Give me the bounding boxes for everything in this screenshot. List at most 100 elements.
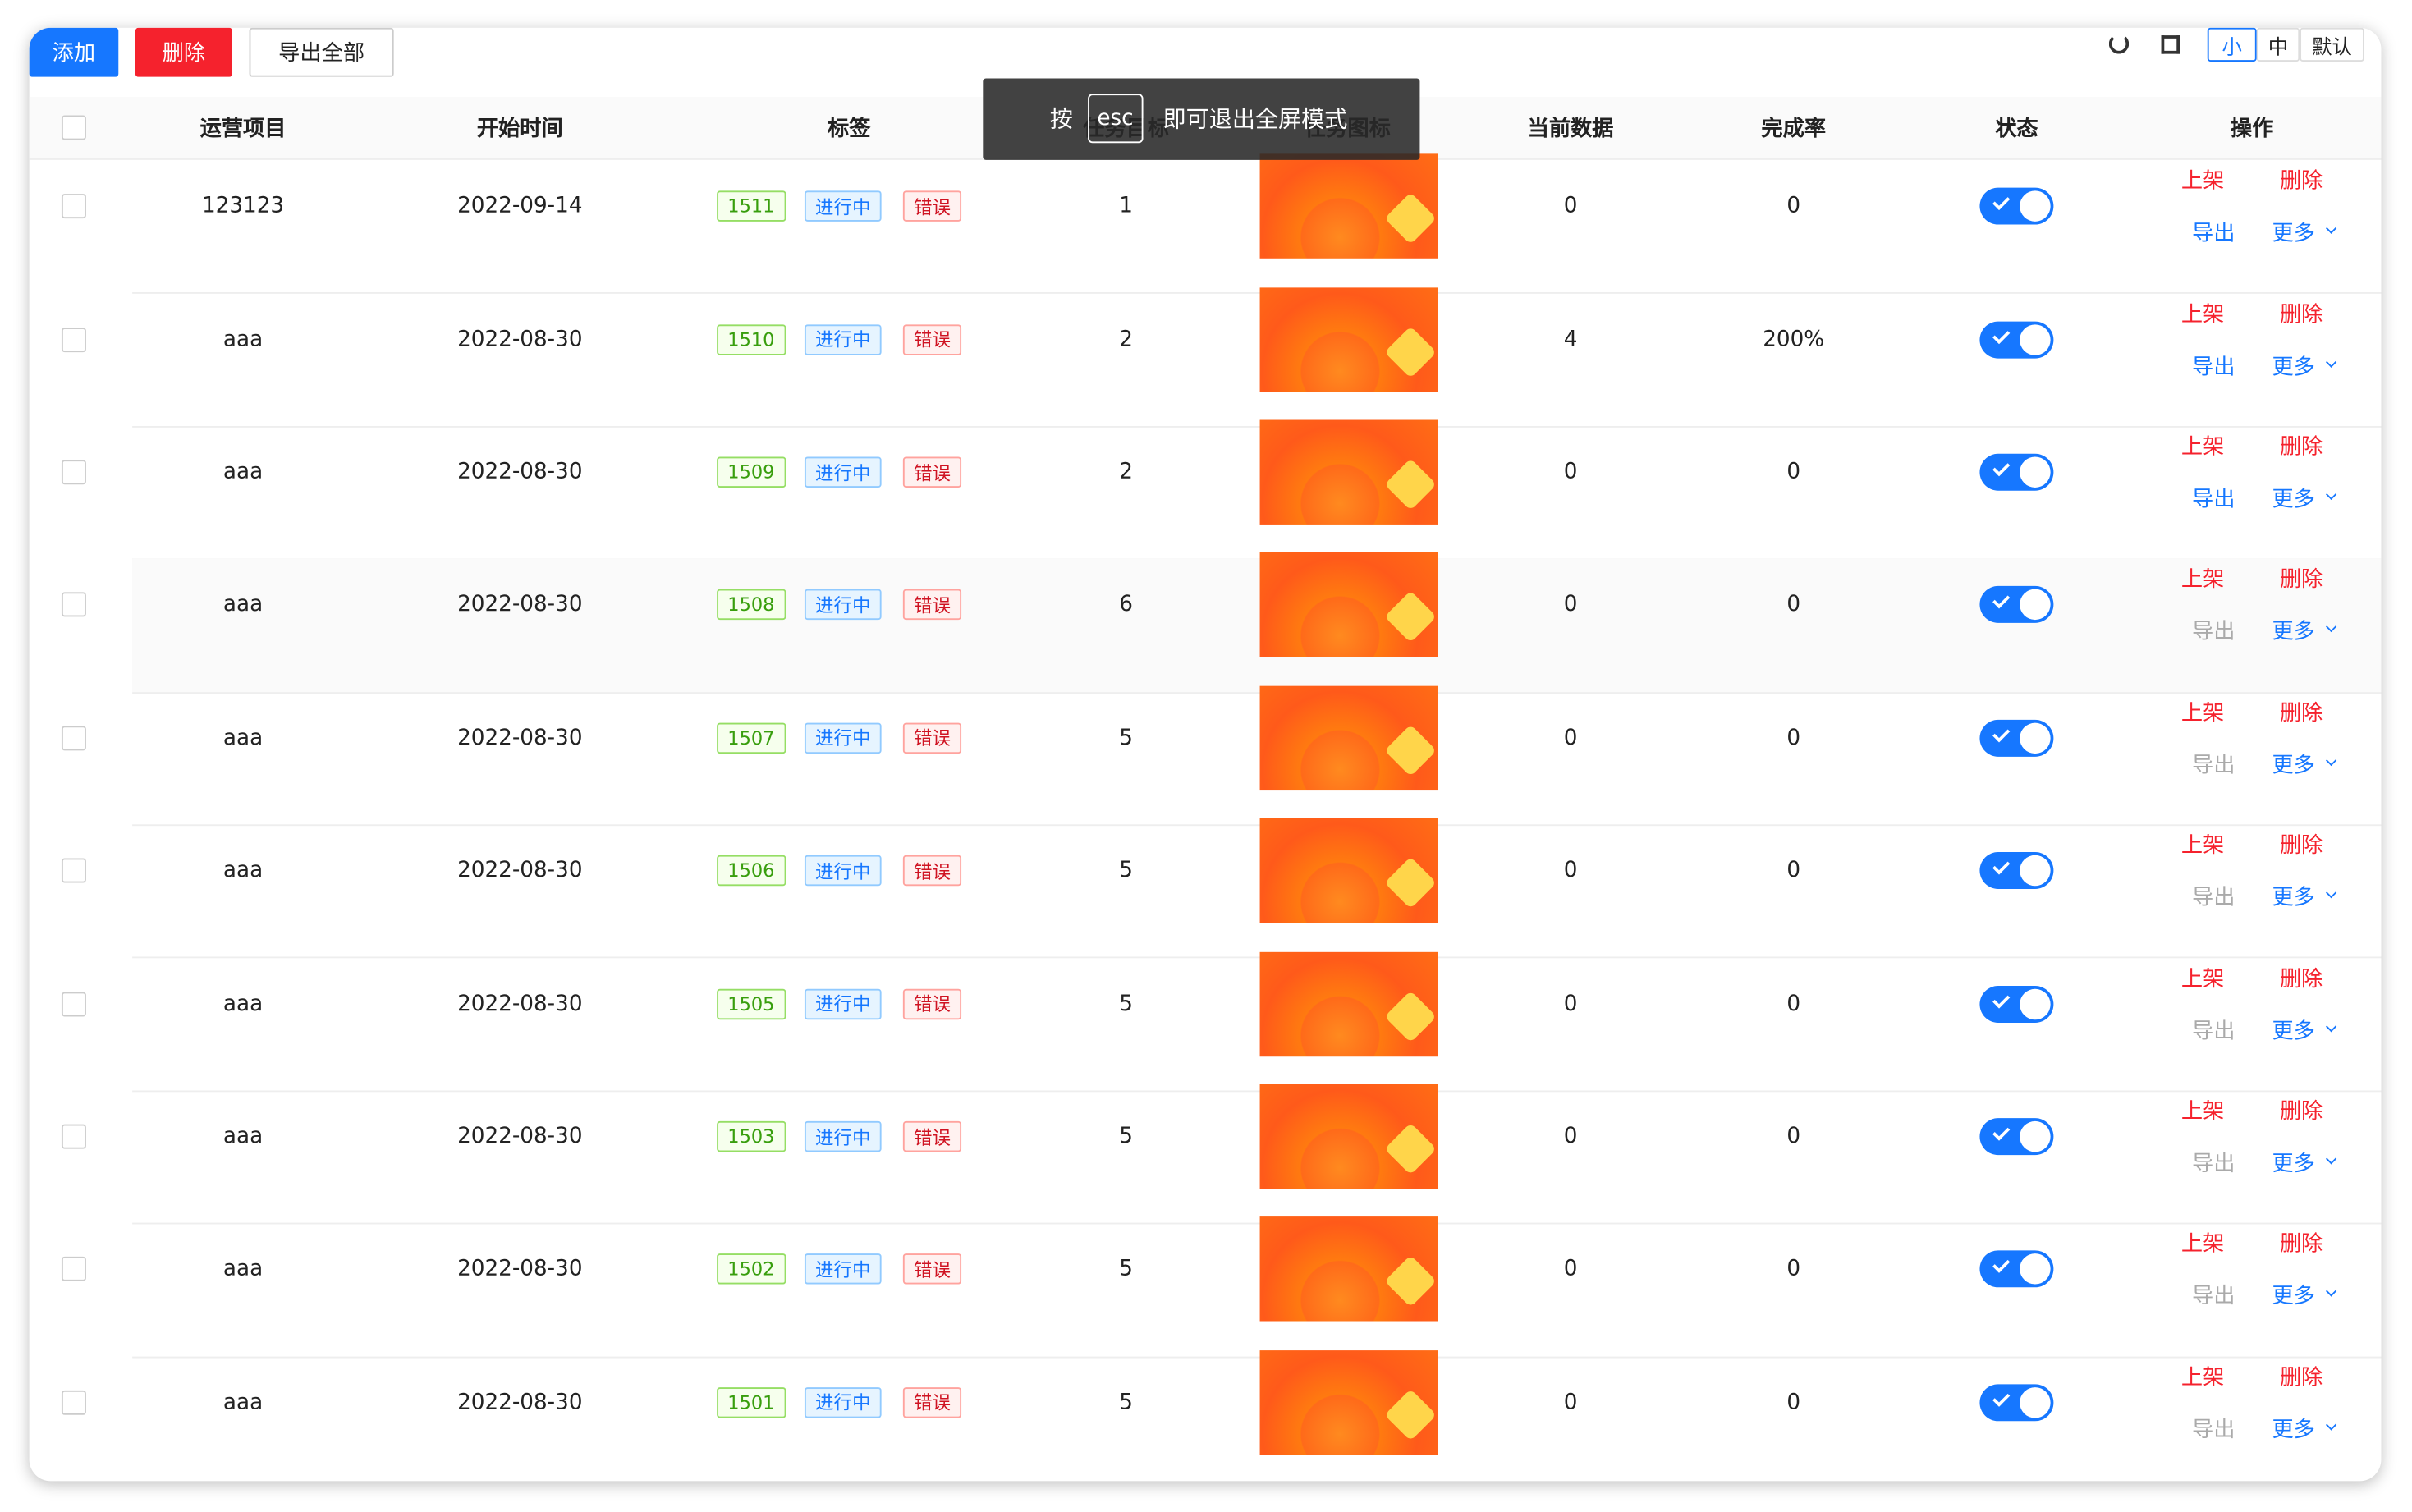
action-link[interactable]: 导出 (2192, 355, 2235, 380)
action-link[interactable]: 更多 (2272, 222, 2315, 247)
action-link[interactable]: 上架 (2180, 966, 2225, 992)
switch-knob (2020, 855, 2051, 887)
task-image (1259, 286, 1438, 392)
action-link[interactable]: 更多 (2272, 355, 2315, 380)
action-link[interactable]: 删除 (2279, 302, 2323, 328)
more-chevron (2325, 1153, 2337, 1165)
table-card: 添加删除导出全部小中默认运营项目开始时间标签任务目标任务图标当前数据完成率状态操… (29, 27, 2382, 1482)
status-switch[interactable] (1979, 719, 2054, 757)
action-link[interactable]: 上架 (2180, 1232, 2225, 1258)
action-link[interactable]: 更多 (2272, 886, 2315, 911)
switch-knob (2020, 988, 2051, 1019)
more-chevron (2325, 887, 2337, 899)
fullscreen-icon[interactable] (2161, 35, 2180, 54)
action-link[interactable]: 删除 (2279, 1365, 2323, 1391)
action-link[interactable]: 更多 (2272, 1152, 2315, 1177)
current-cell: 0 (1563, 593, 1578, 618)
status-switch[interactable] (1979, 453, 2054, 491)
action-link[interactable]: 上架 (2180, 435, 2225, 460)
row-checkbox[interactable] (61, 1390, 86, 1415)
tag: 进行中 (804, 722, 882, 754)
action-link[interactable]: 删除 (2279, 833, 2323, 859)
rate-cell: 0 (1786, 194, 1801, 219)
image-tag-icon (1384, 1122, 1437, 1175)
status-switch[interactable] (1979, 320, 2054, 358)
row-divider (132, 1090, 2382, 1092)
action-link[interactable]: 上架 (2180, 833, 2225, 859)
header-checkbox[interactable] (61, 115, 86, 140)
switch-knob (2020, 456, 2051, 488)
action-link[interactable]: 删除 (2279, 966, 2323, 992)
row-checkbox[interactable] (61, 194, 86, 219)
row-checkbox[interactable] (61, 327, 86, 352)
size-option[interactable]: 中 (2256, 27, 2300, 62)
project-cell: aaa (222, 1257, 264, 1282)
status-switch[interactable] (1979, 586, 2054, 624)
status-switch[interactable] (1979, 1118, 2054, 1156)
target-cell: 2 (1119, 460, 1133, 485)
action-link[interactable]: 上架 (2180, 1099, 2225, 1125)
status-switch[interactable] (1979, 985, 2054, 1023)
action-link[interactable]: 更多 (2272, 753, 2315, 778)
action-link[interactable]: 删除 (2279, 1232, 2323, 1258)
current-cell: 0 (1563, 991, 1578, 1016)
action-link[interactable]: 上架 (2180, 302, 2225, 328)
action-link[interactable]: 更多 (2272, 1019, 2315, 1044)
rate-cell: 0 (1786, 726, 1801, 750)
row-checkbox[interactable] (61, 1124, 86, 1149)
rate-cell: 0 (1786, 1257, 1801, 1282)
tag: 进行中 (804, 323, 882, 355)
status-switch[interactable] (1979, 187, 2054, 225)
row-divider (132, 425, 2382, 428)
more-chevron (2325, 488, 2337, 501)
status-switch[interactable] (1979, 1251, 2054, 1289)
date-cell: 2022-08-30 (457, 460, 583, 485)
delete-button[interactable]: 删除 (135, 27, 232, 77)
row-checkbox[interactable] (61, 991, 86, 1016)
action-link[interactable]: 导出 (2192, 222, 2235, 247)
image-tag-icon (1384, 857, 1437, 909)
action-link[interactable]: 删除 (2279, 1099, 2323, 1125)
row-divider (132, 691, 2382, 694)
switch-knob (2020, 589, 2051, 621)
action-link[interactable]: 上架 (2180, 1365, 2225, 1391)
action-link[interactable]: 删除 (2279, 568, 2323, 593)
row-checkbox[interactable] (61, 593, 86, 618)
status-switch[interactable] (1979, 852, 2054, 890)
tag: 进行中 (804, 456, 882, 488)
export-all-button[interactable]: 导出全部 (249, 27, 394, 77)
action-link[interactable]: 更多 (2272, 487, 2315, 512)
row-checkbox[interactable] (61, 726, 86, 750)
action-link[interactable]: 更多 (2272, 1418, 2315, 1443)
refresh-icon[interactable] (2108, 34, 2130, 54)
row-checkbox[interactable] (61, 858, 86, 883)
target-cell: 2 (1119, 327, 1133, 352)
current-cell: 0 (1563, 1124, 1578, 1149)
row-checkbox[interactable] (61, 1257, 86, 1282)
action-link[interactable]: 更多 (2272, 1285, 2315, 1310)
action-link[interactable]: 删除 (2279, 701, 2323, 726)
row-checkbox[interactable] (61, 460, 86, 485)
task-image (1259, 818, 1438, 923)
action-link[interactable]: 上架 (2180, 568, 2225, 593)
size-option[interactable]: 小 (2207, 27, 2257, 62)
current-cell: 0 (1563, 194, 1578, 219)
action-link: 导出 (2192, 1019, 2235, 1044)
add-button[interactable]: 添加 (29, 27, 119, 77)
tag: 进行中 (804, 589, 882, 621)
action-link[interactable]: 删除 (2279, 169, 2323, 195)
switch-check (1992, 724, 2011, 742)
status-switch[interactable] (1979, 1383, 2054, 1421)
action-link[interactable]: 导出 (2192, 487, 2235, 512)
size-option[interactable]: 默认 (2300, 27, 2364, 62)
task-image (1259, 1216, 1438, 1322)
target-cell: 6 (1119, 593, 1133, 618)
action-link[interactable]: 上架 (2180, 169, 2225, 195)
tag: 错误 (902, 323, 962, 355)
action-link[interactable]: 上架 (2180, 701, 2225, 726)
image-tag-icon (1384, 591, 1437, 644)
image-tag-icon (1384, 1255, 1437, 1308)
action-link[interactable]: 更多 (2272, 620, 2315, 645)
date-cell: 2022-08-30 (457, 327, 583, 352)
action-link[interactable]: 删除 (2279, 435, 2323, 460)
